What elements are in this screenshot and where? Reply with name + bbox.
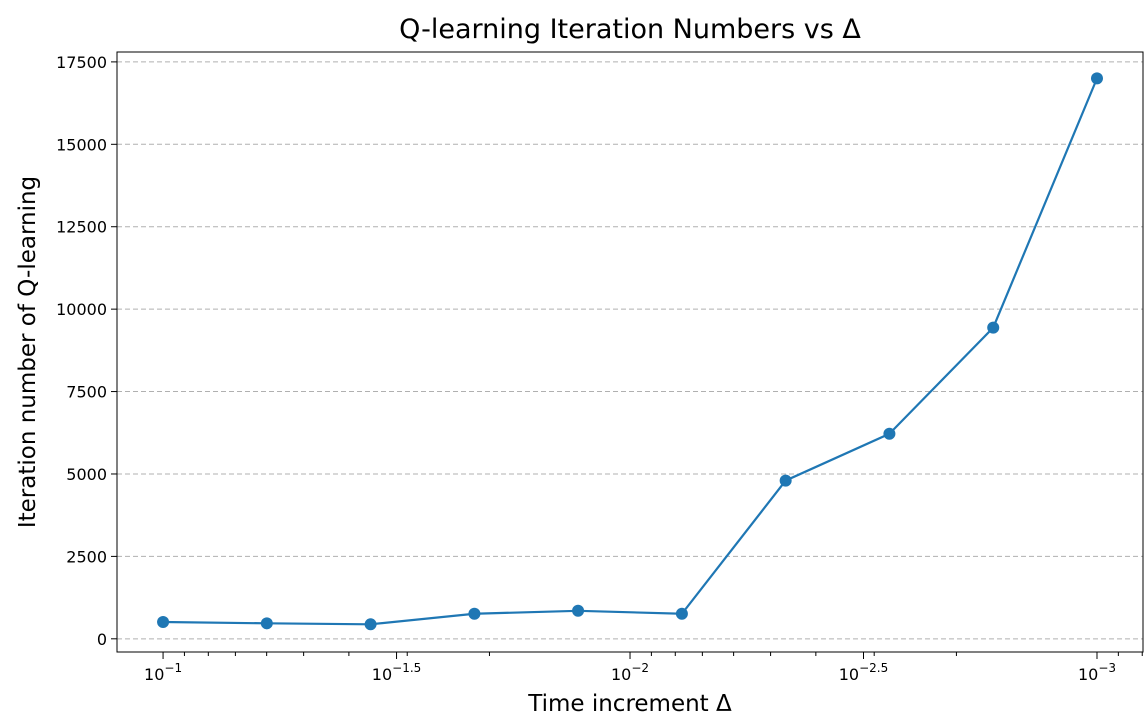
y-tick-label: 12500 <box>56 218 107 237</box>
y-axis-label: Iteration number of Q-learning <box>15 176 41 528</box>
x-tick-label: 10−3 <box>1078 661 1116 684</box>
x-tick-label: 10−2 <box>611 661 649 684</box>
data-point <box>468 607 481 620</box>
x-tick-exponent: −2.5 <box>859 661 888 675</box>
plot-frame <box>116 51 1144 653</box>
x-tick-exponent: −2 <box>631 661 649 675</box>
x-tick-base: 10 <box>372 665 392 684</box>
x-tick-exponent: −1.5 <box>392 661 421 675</box>
x-tick-base: 10 <box>611 665 631 684</box>
data-point <box>364 618 377 631</box>
data-point <box>883 427 896 440</box>
y-tick-label: 5000 <box>66 465 107 484</box>
data-point <box>157 616 170 628</box>
y-tick-label: 0 <box>97 630 107 649</box>
y-tick-label: 7500 <box>66 383 107 402</box>
x-tick-label: 10−1.5 <box>372 661 422 684</box>
x-tick-label: 10−1 <box>144 661 182 684</box>
x-axis-label: Time increment Δ <box>527 691 732 717</box>
y-tick-label: 2500 <box>66 547 107 566</box>
y-tick-label: 15000 <box>56 135 107 154</box>
x-tick-base: 10 <box>839 665 859 684</box>
data-point <box>675 607 688 620</box>
chart-title: Q-learning Iteration Numbers vs Δ <box>399 14 861 45</box>
x-tick-label: 10−2.5 <box>839 661 889 684</box>
x-tick-exponent: −3 <box>1098 661 1116 675</box>
x-tick-base: 10 <box>1078 665 1098 684</box>
data-point <box>260 617 273 630</box>
y-tick-label: 10000 <box>56 300 107 319</box>
x-tick-base: 10 <box>144 665 164 684</box>
data-point <box>987 321 1000 334</box>
data-point <box>572 604 585 617</box>
data-point <box>779 474 792 487</box>
data-point <box>1090 72 1103 85</box>
x-tick-exponent: −1 <box>164 661 182 675</box>
series-line <box>163 77 1098 626</box>
y-tick-label: 17500 <box>56 53 107 72</box>
